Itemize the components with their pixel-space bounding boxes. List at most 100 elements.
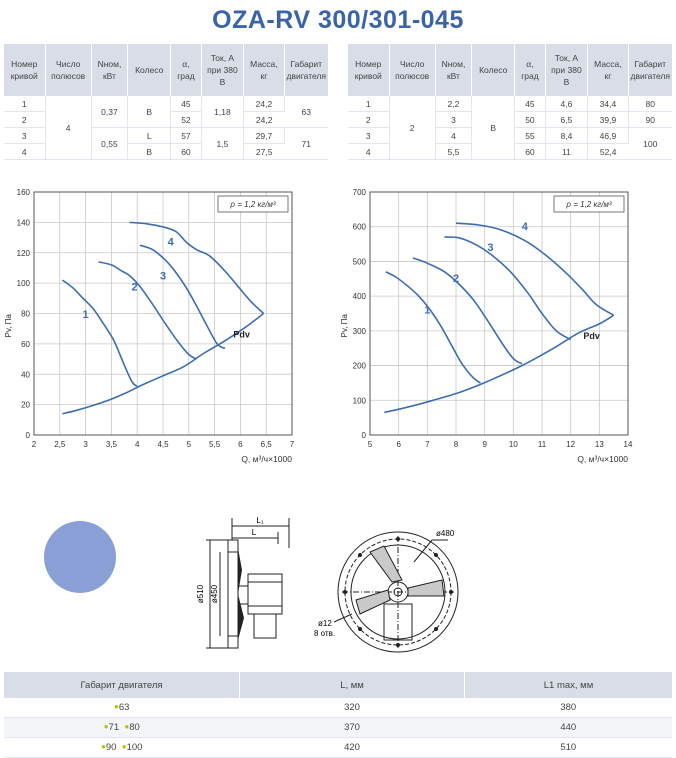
y-tick-label: 80 bbox=[21, 310, 30, 319]
table-row: 4 5,5 60 11 52,4 bbox=[348, 143, 672, 160]
impeller-blade-2 bbox=[407, 579, 445, 597]
x-tick-label: 9 bbox=[482, 440, 487, 449]
y-tick-label: 500 bbox=[353, 257, 367, 266]
table-row: ●71 ●80 370 440 bbox=[4, 717, 672, 738]
y-tick-label: 0 bbox=[362, 431, 367, 440]
mounting-hole bbox=[396, 537, 400, 541]
y-tick-label: 700 bbox=[353, 188, 367, 197]
density-box bbox=[553, 195, 625, 213]
motor-dimensions-table: Габарит двигателя L, мм L1 max, мм ●63 3… bbox=[4, 672, 672, 758]
table-row: 4 B 60 27,5 bbox=[4, 143, 328, 160]
table-row: 3 4 55 8,4 46,9 100 bbox=[348, 127, 672, 160]
fan-front-view-drawing: ø480 ø12 8 отв. bbox=[314, 529, 459, 653]
spec-table-4pole: Номер кривой Число полюсов Nном, кВт Кол… bbox=[4, 44, 328, 160]
motor-junction-box bbox=[253, 613, 277, 639]
spec-table-2pole: Номер кривой Число полюсов Nном, кВт Кол… bbox=[348, 44, 672, 160]
color-swatch-circle bbox=[44, 521, 116, 593]
curve-3 bbox=[139, 244, 226, 350]
x-tick-label: 3,5 bbox=[106, 440, 118, 449]
impeller-blade-3 bbox=[355, 589, 391, 615]
curve-2 bbox=[98, 261, 197, 360]
label-l: L bbox=[252, 528, 257, 537]
x-tick-label: 4,5 bbox=[157, 440, 169, 449]
curve-label-1: 1 bbox=[83, 309, 89, 321]
header-length-l: L, мм bbox=[239, 672, 465, 698]
header-current: Ток, А при 380 В bbox=[201, 44, 245, 96]
impeller-blade-1 bbox=[369, 545, 403, 583]
x-tick-label: 6,5 bbox=[261, 440, 273, 449]
leader-d12 bbox=[333, 613, 353, 623]
mounting-hole bbox=[449, 590, 453, 594]
x-axis-label: Q, м³/ч×1000 bbox=[577, 454, 628, 464]
header-frame: Габарит двигателя bbox=[284, 44, 328, 96]
label-d510: ø510 bbox=[196, 584, 205, 603]
header-mass: Масса, кг bbox=[243, 44, 285, 96]
label-holes: 8 отв. bbox=[314, 629, 335, 638]
curve-2 bbox=[412, 257, 523, 365]
header-motor-frame: Габарит двигателя bbox=[4, 672, 240, 698]
mounting-hole bbox=[358, 627, 362, 631]
y-tick-label: 300 bbox=[353, 327, 367, 336]
x-tick-label: 2 bbox=[32, 440, 37, 449]
table-row: ●90 ●100 420 510 bbox=[4, 737, 672, 758]
header-angle: α, град bbox=[514, 44, 546, 96]
curve-1 bbox=[385, 271, 481, 384]
curve-label-3: 3 bbox=[160, 271, 166, 283]
curve-4 bbox=[129, 221, 265, 315]
y-tick-label: 400 bbox=[353, 292, 367, 301]
header-curve-number: Номер кривой bbox=[348, 44, 390, 96]
table-row: 1 4 0,37 B 45 1,18 24,2 63 bbox=[4, 96, 328, 160]
mounting-hole bbox=[358, 553, 362, 557]
curve-3 bbox=[444, 236, 572, 341]
x-tick-label: 7 bbox=[425, 440, 430, 449]
x-tick-label: 13 bbox=[595, 440, 604, 449]
x-tick-label: 8 bbox=[454, 440, 459, 449]
plot-frame bbox=[33, 191, 293, 436]
table-row: 3 0,55 L 57 1,5 29,7 71 bbox=[4, 127, 328, 160]
header-wheel: Колесо bbox=[471, 44, 516, 96]
y-tick-label: 120 bbox=[17, 249, 31, 258]
fan-curve-chart-2pole: 5 6 7 8 9 10 11 12 13 140100200300400500600700Pv,… bbox=[340, 188, 633, 464]
curve-1 bbox=[61, 279, 138, 388]
label-d12: ø12 bbox=[318, 619, 332, 628]
page-title: OZA-RV 300/301-045 bbox=[212, 6, 464, 34]
label-d450: ø450 bbox=[210, 584, 219, 603]
density-label: ρ = 1,2 кг/м³ bbox=[565, 200, 611, 209]
y-tick-label: 100 bbox=[353, 396, 367, 405]
plot-frame bbox=[369, 191, 629, 436]
x-tick-label: 2,5 bbox=[54, 440, 66, 449]
curve-label-pdv: Pdv bbox=[233, 330, 250, 340]
x-tick-label: 5,5 bbox=[209, 440, 221, 449]
chart-4pole: 2 2,5 3 3,5 4 4,5 5 5,5 6 6,5 7 0 20 40 60 80 100 120 140 1… bbox=[0, 180, 320, 470]
label-l1: L₁ bbox=[256, 516, 263, 525]
header-frame: Габарит двигателя bbox=[628, 44, 672, 96]
header-angle: α, град bbox=[170, 44, 202, 96]
x-tick-label: 4 bbox=[135, 440, 140, 449]
curve-label-4: 4 bbox=[168, 237, 175, 249]
density-label: ρ = 1,2 кг/м³ bbox=[229, 200, 275, 209]
y-tick-label: 60 bbox=[21, 340, 30, 349]
x-tick-label: 3 bbox=[83, 440, 88, 449]
mounting-hole bbox=[396, 643, 400, 647]
header-poles: Число полюсов bbox=[389, 44, 436, 96]
y-tick-label: 100 bbox=[17, 279, 31, 288]
curve-pdv bbox=[384, 314, 615, 414]
header-wheel: Колесо bbox=[127, 44, 172, 96]
x-tick-label: 7 bbox=[290, 440, 295, 449]
y-tick-label: 20 bbox=[21, 401, 30, 410]
header-mass: Масса, кг bbox=[587, 44, 629, 96]
fan-curve-chart-4pole: 2 2,5 3 3,5 4 4,5 5 5,5 6 6,5 7 0 20 40 60 80 100 120 140 1… bbox=[4, 188, 295, 464]
density-box bbox=[217, 195, 289, 213]
curve-pdv bbox=[62, 312, 265, 415]
fan-side-view-drawing: L₁ L ø510 ø450 bbox=[196, 516, 290, 649]
table-row: 2 52 24,2 bbox=[4, 111, 328, 128]
header-poles: Число полюсов bbox=[45, 44, 92, 96]
header-power: Nном, кВт bbox=[91, 44, 129, 96]
y-tick-label: 140 bbox=[17, 218, 31, 227]
x-tick-label: 12 bbox=[566, 440, 575, 449]
y-tick-label: 200 bbox=[353, 362, 367, 371]
motor-body bbox=[247, 573, 283, 615]
header-curve-number: Номер кривой bbox=[4, 44, 46, 96]
curve-label-3: 3 bbox=[487, 242, 493, 254]
label-d480: ø480 bbox=[436, 529, 455, 538]
